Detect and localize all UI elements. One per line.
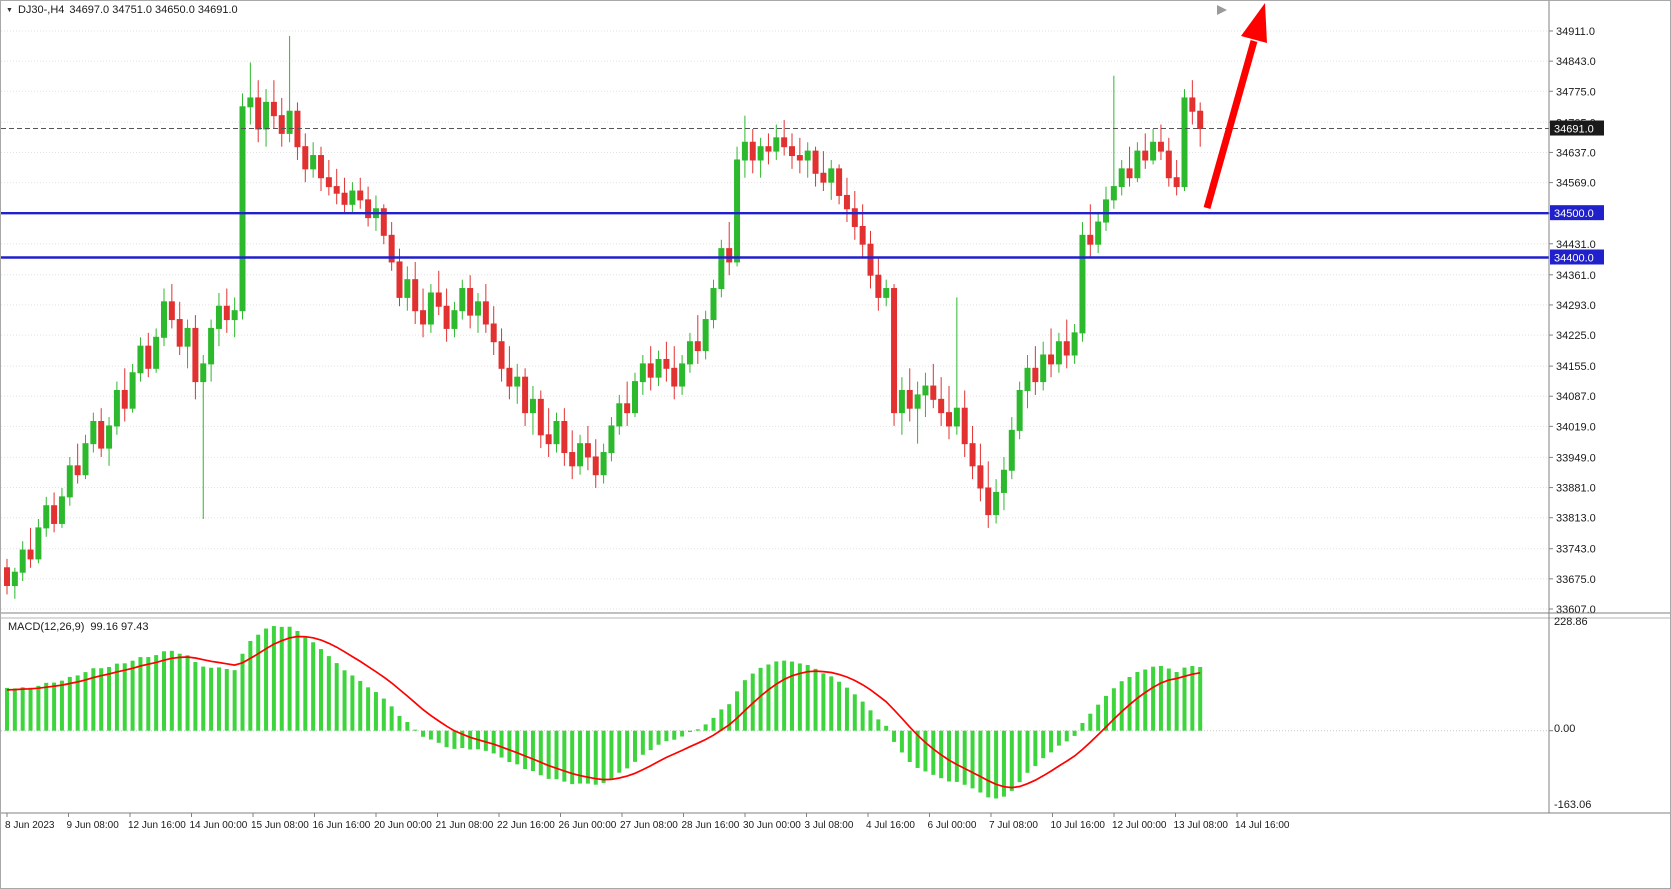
svg-text:34361.0: 34361.0 xyxy=(1556,270,1596,282)
svg-text:34691.0: 34691.0 xyxy=(1554,124,1594,136)
svg-text:33743.0: 33743.0 xyxy=(1556,544,1596,556)
svg-text:20 Jun 00:00: 20 Jun 00:00 xyxy=(374,820,432,831)
symbol-dropdown-icon[interactable]: ▼ xyxy=(6,6,13,14)
time-axis[interactable]: 8 Jun 2023 9 Jun 08:00 12 Jun 16:00 14 Jun … xyxy=(5,813,1290,831)
svg-text:28 Jun 16:00: 28 Jun 16:00 xyxy=(682,820,740,831)
svg-text:12 Jul 00:00: 12 Jul 00:00 xyxy=(1112,820,1167,831)
svg-text:34569.0: 34569.0 xyxy=(1556,178,1596,190)
svg-text:22 Jun 16:00: 22 Jun 16:00 xyxy=(497,820,555,831)
svg-text:34843.0: 34843.0 xyxy=(1556,56,1596,68)
svg-text:34293.0: 34293.0 xyxy=(1556,300,1596,312)
svg-text:34087.0: 34087.0 xyxy=(1556,391,1596,403)
svg-text:13 Jul 08:00: 13 Jul 08:00 xyxy=(1174,820,1229,831)
svg-text:14 Jun 00:00: 14 Jun 00:00 xyxy=(190,820,248,831)
svg-text:34775.0: 34775.0 xyxy=(1556,86,1596,98)
svg-text:7 Jul 08:00: 7 Jul 08:00 xyxy=(989,820,1038,831)
svg-text:30 Jun 00:00: 30 Jun 00:00 xyxy=(743,820,801,831)
price-axis[interactable]: 34911.034843.034775.034705.034637.034569… xyxy=(1549,26,1596,616)
macd-values: 99.16 97.43 xyxy=(90,621,149,633)
chart-title: ▼ DJ30-,H4 34697.0 34751.0 34650.0 34691… xyxy=(6,4,238,16)
svg-text:6 Jul 00:00: 6 Jul 00:00 xyxy=(928,820,977,831)
svg-text:34225.0: 34225.0 xyxy=(1556,330,1596,342)
svg-text:4 Jul 16:00: 4 Jul 16:00 xyxy=(866,820,915,831)
svg-text:34400.0: 34400.0 xyxy=(1554,253,1594,265)
trend-arrow-annotation[interactable] xyxy=(1203,3,1267,209)
svg-text:21 Jun 08:00: 21 Jun 08:00 xyxy=(436,820,494,831)
svg-text:3 Jul 08:00: 3 Jul 08:00 xyxy=(805,820,854,831)
chart-title-quote: 34697.0 34751.0 34650.0 34691.0 xyxy=(69,4,238,16)
macd-axis-max: 228.86 xyxy=(1554,616,1588,628)
svg-text:33675.0: 33675.0 xyxy=(1556,574,1596,586)
svg-text:33813.0: 33813.0 xyxy=(1556,513,1596,525)
candlestick-series xyxy=(4,35,1204,599)
svg-text:34637.0: 34637.0 xyxy=(1556,147,1596,159)
price-gridlines xyxy=(1,30,1549,610)
svg-text:16 Jun 16:00: 16 Jun 16:00 xyxy=(313,820,371,831)
svg-text:10 Jul 16:00: 10 Jul 16:00 xyxy=(1051,820,1106,831)
svg-text:33881.0: 33881.0 xyxy=(1556,483,1596,495)
macd-histogram xyxy=(5,626,1203,799)
svg-text:34911.0: 34911.0 xyxy=(1556,26,1595,38)
svg-text:34019.0: 34019.0 xyxy=(1556,421,1596,433)
svg-text:33949.0: 33949.0 xyxy=(1556,452,1596,464)
svg-text:12 Jun 16:00: 12 Jun 16:00 xyxy=(128,820,186,831)
chart-title-symbol: DJ30-,H4 xyxy=(17,4,65,16)
svg-text:34431.0: 34431.0 xyxy=(1556,239,1596,251)
svg-text:14 Jul 16:00: 14 Jul 16:00 xyxy=(1235,820,1290,831)
svg-text:34500.0: 34500.0 xyxy=(1554,208,1594,220)
level-line-34400.0[interactable]: 34400.0 xyxy=(1,249,1604,265)
svg-text:26 Jun 00:00: 26 Jun 00:00 xyxy=(559,820,617,831)
macd-signal-line xyxy=(6,635,1201,789)
level-line-34500.0[interactable]: 34500.0 xyxy=(1,205,1604,221)
chart-frame xyxy=(1,1,1670,814)
svg-text:27 Jun 08:00: 27 Jun 08:00 xyxy=(620,820,678,831)
current-price-line: 34691.0 xyxy=(1,120,1604,136)
svg-text:34155.0: 34155.0 xyxy=(1556,361,1596,373)
chart-shift-marker-icon[interactable] xyxy=(1217,5,1227,15)
macd-name: MACD(12,26,9) xyxy=(8,621,85,633)
macd-axis-zero: 0.00 xyxy=(1554,723,1576,735)
svg-text:8 Jun 2023: 8 Jun 2023 xyxy=(5,820,55,831)
svg-text:9 Jun 08:00: 9 Jun 08:00 xyxy=(67,820,120,831)
macd-indicator-label: MACD(12,26,9) 99.16 97.43 xyxy=(8,621,149,633)
svg-text:33607.0: 33607.0 xyxy=(1556,604,1596,616)
svg-text:15 Jun 08:00: 15 Jun 08:00 xyxy=(251,820,309,831)
macd-axis-min: -163.06 xyxy=(1554,799,1592,811)
